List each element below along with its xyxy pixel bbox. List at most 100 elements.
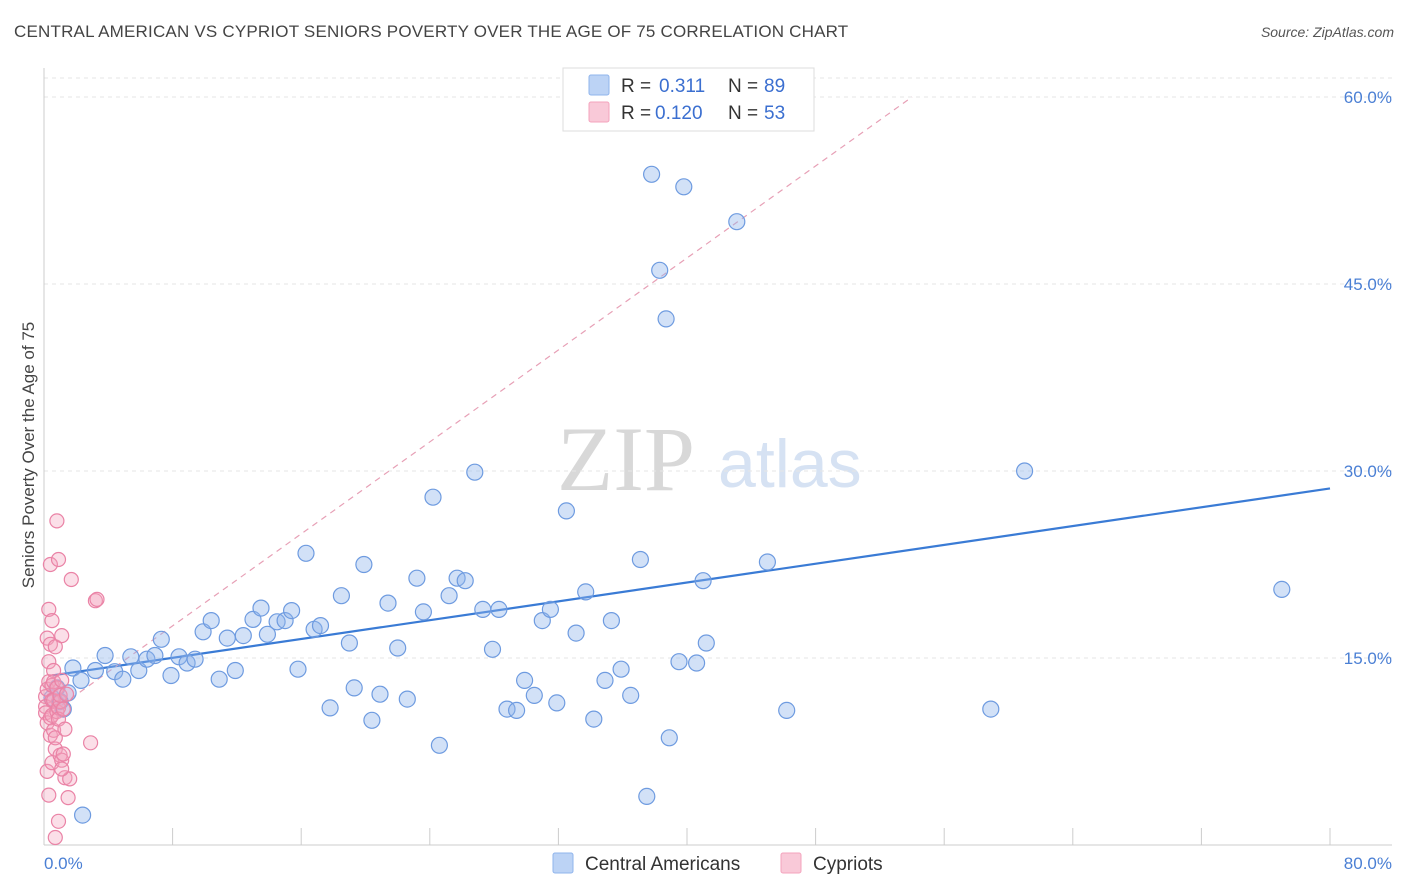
central-american-point (657, 310, 675, 328)
central-american-point (73, 806, 92, 824)
central-american-point (642, 165, 661, 183)
central-american-point (345, 679, 363, 697)
cypriot-point (82, 735, 99, 751)
central-american-point (670, 653, 688, 671)
y-axis-title: Seniors Poverty Over the Age of 75 (19, 322, 38, 588)
central-american-point (283, 601, 301, 620)
central-american-point (577, 583, 595, 601)
central-american-point (596, 671, 614, 690)
watermark-atlas: atlas (718, 426, 862, 502)
cypriot-point (41, 787, 57, 803)
x-tick-label-min: 0.0% (44, 854, 83, 873)
bottom-legend-swatch-cypriot (780, 852, 802, 874)
legend-swatch-cypriot (588, 101, 610, 123)
central-american-point (234, 626, 252, 645)
central-american-point (389, 639, 407, 657)
y-tick-label: 45.0% (1344, 275, 1392, 294)
cypriot-point (54, 752, 70, 768)
cypriot-point (47, 639, 63, 655)
cypriot-point (62, 771, 78, 787)
central-american-point (258, 625, 276, 643)
cypriot-point (54, 672, 70, 689)
central-american-point (414, 603, 432, 621)
central-american-point (541, 600, 560, 619)
gridlines (44, 77, 1392, 659)
central-american-point (379, 594, 397, 612)
watermark-zip: ZIP (557, 408, 695, 510)
legend-r-central: 0.311 (659, 76, 705, 97)
central-american-point (398, 690, 416, 708)
central-american-point (728, 213, 746, 231)
bottom-legend-cypriot: Cypriots (813, 854, 883, 875)
y-tick-label: 15.0% (1344, 649, 1392, 668)
central-american-point (146, 646, 164, 665)
bottom-legend-central: Central Americans (585, 854, 740, 875)
cypriot-trend-line (43, 96, 913, 719)
trend-lines (43, 96, 1331, 719)
chart-title: CENTRAL AMERICAN VS CYPRIOT SENIORS POVE… (14, 22, 849, 41)
central-american-point (622, 686, 640, 705)
central-american-point (340, 634, 358, 652)
central-american-point (525, 686, 543, 705)
cypriot-point (55, 746, 71, 762)
legend-n-label-cypriot: N = (728, 103, 758, 124)
central-american-point (515, 671, 534, 690)
central-american-point (297, 544, 315, 562)
central-american-point (466, 463, 484, 481)
central-american-point (440, 587, 458, 605)
central-american-point (408, 569, 426, 587)
central-american-point (694, 572, 712, 590)
y-tick-label: 60.0% (1344, 88, 1392, 107)
cypriot-point (47, 730, 63, 746)
cypriot-point (50, 551, 67, 568)
central-american-point (371, 685, 389, 703)
central-american-point (651, 261, 669, 279)
central-american-point (631, 550, 650, 569)
central-american-point (276, 611, 294, 630)
central-american-point (311, 616, 330, 635)
source-label: Source: ZipAtlas.com (1260, 24, 1394, 40)
central-american-point (138, 650, 156, 668)
central-american-point (1273, 580, 1291, 599)
cypriot-point (45, 662, 62, 679)
cypriot-point (39, 763, 55, 780)
cypriot-point (42, 556, 59, 573)
central-american-point (210, 670, 228, 688)
cypriot-point (55, 701, 71, 717)
central-american-point (687, 654, 706, 672)
central-american-point (456, 572, 474, 590)
legend-n-central: 89 (764, 76, 785, 97)
central-american-point (363, 711, 381, 729)
central-american-point (474, 600, 492, 619)
central-american-point (697, 634, 715, 652)
central-american-point (557, 502, 576, 520)
central-american-point (152, 630, 170, 648)
cypriot-point (49, 513, 65, 529)
central-american-point (218, 629, 236, 647)
bottom-legend-swatch-central (552, 852, 574, 874)
central-american-point (355, 555, 373, 574)
legend-r-label-cypriot: R = (621, 103, 651, 124)
central-american-point (675, 178, 693, 196)
cypriot-point (54, 761, 70, 777)
central-american-point (202, 611, 220, 630)
cypriot-point (57, 721, 73, 737)
cypriot-point (54, 627, 70, 644)
legend-n-label-central: N = (728, 76, 758, 97)
central-american-point (72, 671, 90, 690)
cypriot-point (47, 829, 63, 846)
central-american-point (507, 701, 526, 720)
cypriot-point (41, 601, 57, 618)
x-tick-label-max: 80.0% (1344, 854, 1392, 873)
central-american-point (162, 666, 180, 685)
y-axis-tick-labels: 15.0% 30.0% 45.0% 60.0% (1344, 88, 1392, 668)
legend-r-label-central: R = (621, 76, 651, 97)
central-american-point (1015, 462, 1034, 480)
cypriot-point (44, 612, 60, 629)
central-american-point (548, 694, 566, 712)
central-american-point (226, 661, 244, 680)
central-american-point (638, 787, 656, 806)
cypriot-point (41, 654, 57, 670)
central-american-point (982, 700, 1000, 718)
